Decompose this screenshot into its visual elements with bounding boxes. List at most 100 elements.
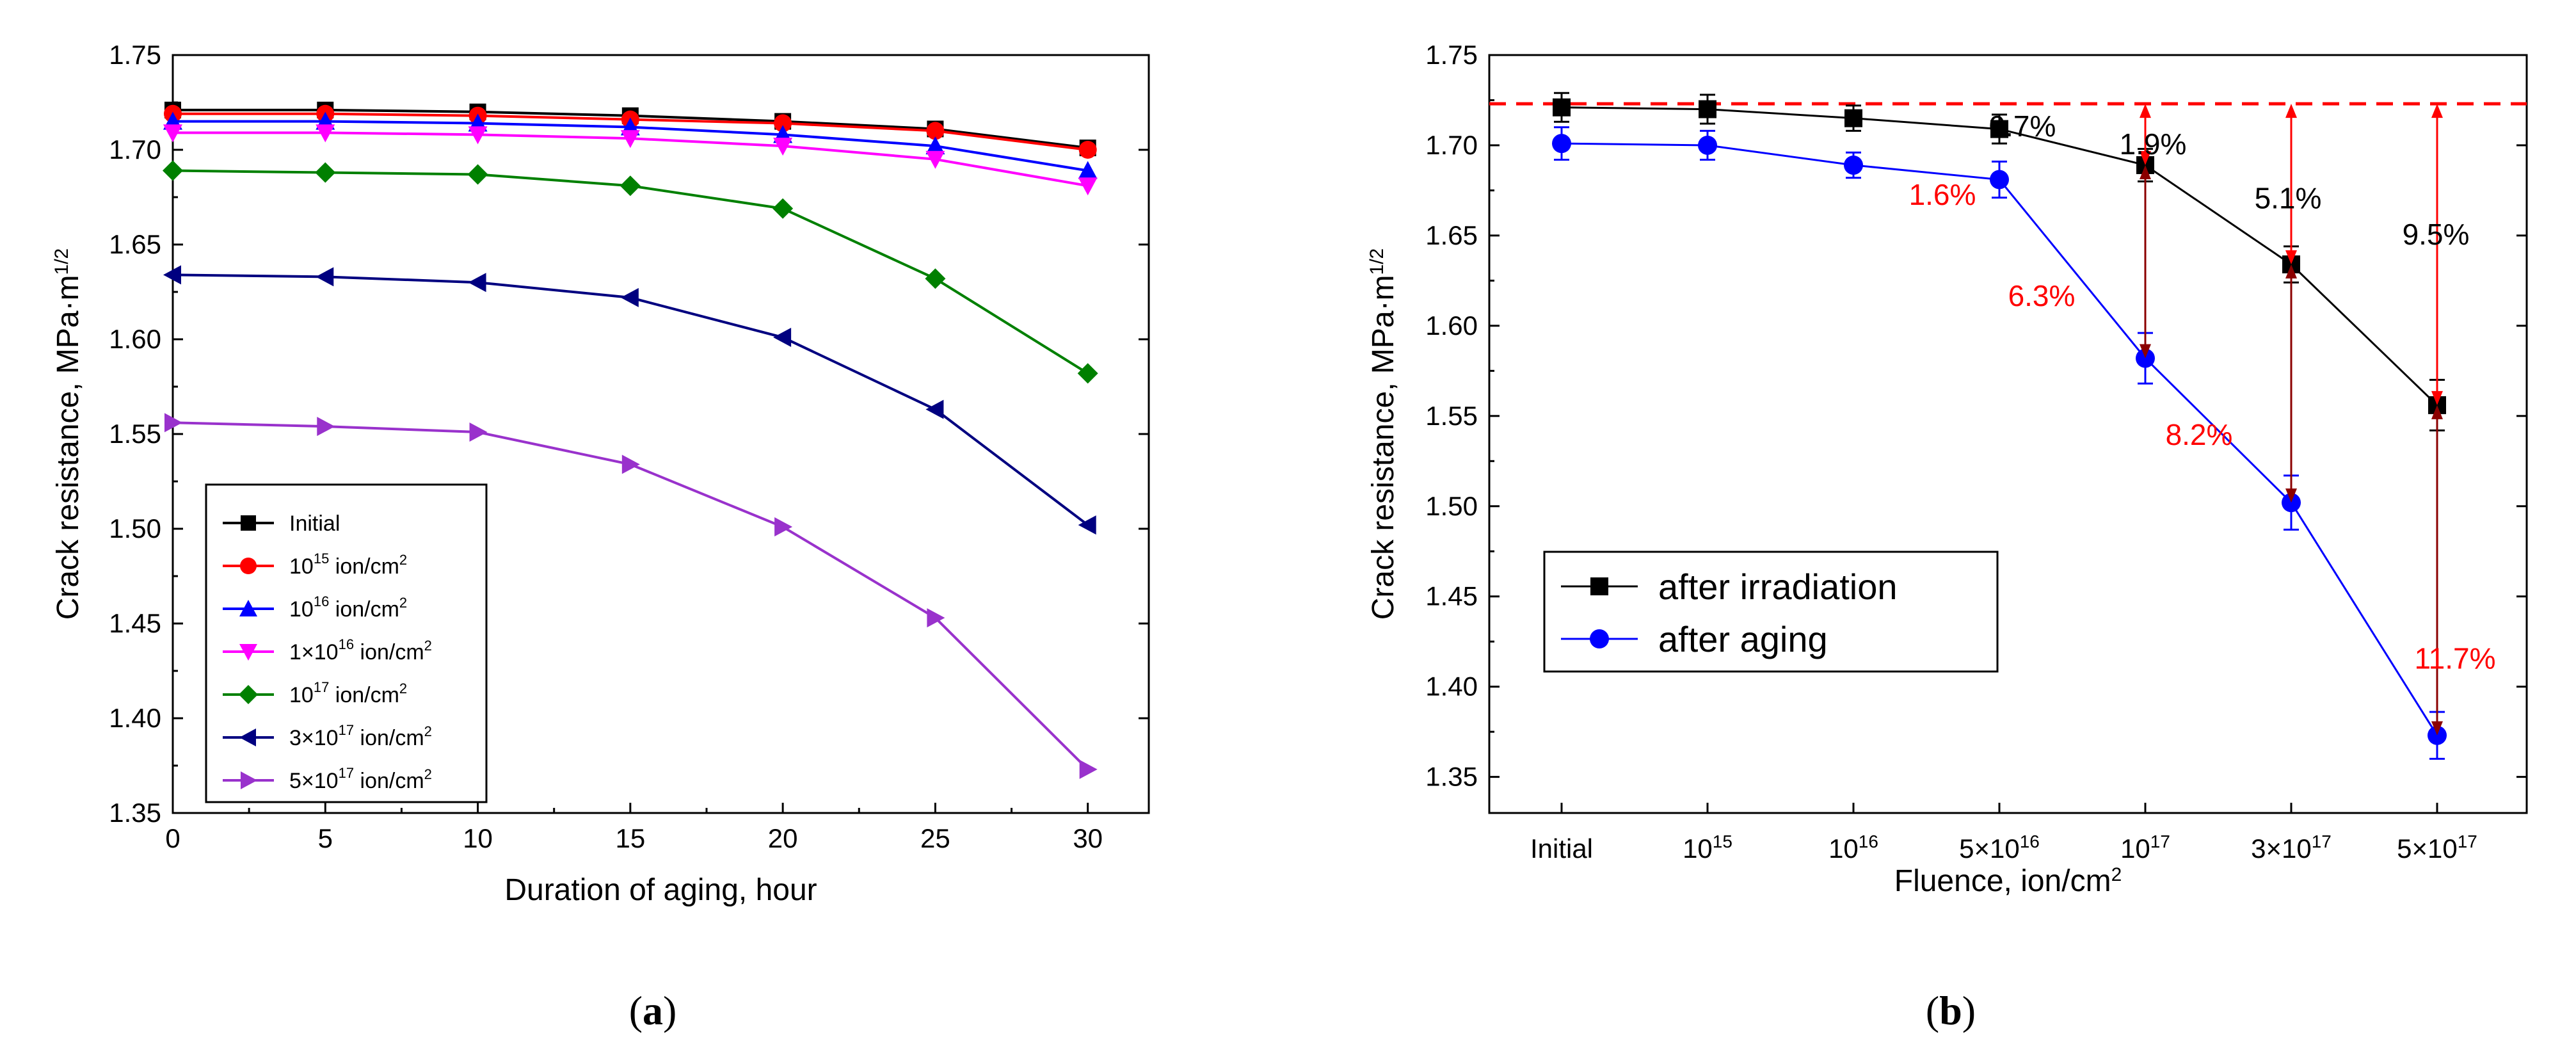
data-point-a-4 — [925, 268, 946, 289]
data-point-a-6 — [774, 517, 793, 537]
data-point-a-5 — [620, 287, 639, 307]
y-tick-label-b: 1.55 — [1425, 401, 1478, 431]
panel-label-a: (a) — [629, 988, 677, 1033]
data-point-a-6 — [927, 608, 945, 628]
x-tick-label-a: 10 — [463, 823, 493, 853]
y-tick-label-b: 1.35 — [1425, 762, 1478, 792]
legend-marker-b-0 — [1590, 577, 1608, 595]
x-tick-label-a: 30 — [1073, 823, 1103, 853]
x-tick-label-b: Initial — [1530, 833, 1593, 864]
legend-b — [1543, 551, 1999, 673]
y-tick-label-a: 1.55 — [109, 419, 161, 449]
data-point-b-1 — [1844, 155, 1863, 175]
legend-label-b-0: after irradiation — [1658, 567, 1898, 607]
data-point-a-4 — [467, 164, 488, 185]
y-tick-label-b: 1.50 — [1425, 491, 1478, 521]
arrow-ref-10e17-head-top — [2140, 104, 2151, 118]
x-tick-label-b: 5×1017 — [2397, 832, 2477, 864]
y-tick-label-a: 1.70 — [109, 134, 161, 165]
x-tick-label-b: 1015 — [1683, 832, 1732, 864]
y-axis-label-b: Crack resistance, MPa·m1/2 — [1366, 248, 1400, 620]
data-point-a-6 — [1079, 759, 1098, 779]
legend-marker-a-0 — [241, 515, 256, 531]
legend-marker-a-3 — [239, 644, 257, 661]
x-tick-label-b: 5×1016 — [1959, 832, 2040, 864]
data-point-a-4 — [163, 160, 183, 181]
arrow-aging-5x10e17-head-bottom — [2431, 721, 2443, 736]
arrow-ref-3x10e17-head-top — [2285, 104, 2297, 118]
legend-marker-a-6 — [241, 771, 257, 789]
arrow-aging-3x10e17-head-top — [2285, 264, 2297, 279]
legend-label-a-1: 1015 ion/cm2 — [289, 551, 407, 579]
data-point-a-5 — [1078, 515, 1096, 535]
legend-label-a-0: Initial — [289, 511, 340, 536]
legend-label-a-3: 1×1016 ion/cm2 — [289, 636, 432, 664]
y-tick-label-b: 1.65 — [1425, 220, 1478, 250]
data-point-a-5 — [925, 399, 944, 419]
annotation-1: 1.9% — [2120, 127, 2187, 161]
arrow-aging-10e17-head-bottom — [2140, 344, 2151, 358]
data-point-a-5 — [163, 265, 181, 285]
arrow-aging-3x10e17-head-bottom — [2285, 488, 2297, 503]
chart-panel-a: 1.35 1.40 1.45 1.50 1.55 1.60 1.65 1.70 1.75 0 5 10… — [51, 40, 1150, 907]
y-tick-label-a: 1.65 — [109, 229, 161, 259]
y-tick-label-b: 1.40 — [1425, 672, 1478, 702]
annotation-4: 1.6% — [1909, 178, 1976, 211]
y-tick-label-a: 1.75 — [109, 40, 161, 70]
y-tick-label-b: 1.75 — [1425, 40, 1478, 70]
data-point-a-5 — [316, 267, 334, 287]
data-point-a-6 — [317, 417, 335, 437]
data-point-a-3 — [773, 138, 793, 156]
legend-label-a-6: 5×1017 ion/cm2 — [289, 765, 432, 793]
data-point-a-1 — [1078, 141, 1097, 159]
x-axis-label-a: Duration of aging, hour — [504, 873, 817, 907]
arrow-aging-5x10e17-head-top — [2431, 405, 2443, 419]
y-tick-label-a: 1.50 — [109, 513, 161, 543]
legend-label-a-2: 1016 ion/cm2 — [289, 593, 407, 622]
x-tick-label-b: 1017 — [2120, 832, 2170, 864]
data-point-b-0 — [1699, 100, 1716, 118]
x-tick-label-a: 5 — [318, 823, 333, 853]
legend-label-a-4: 1017 ion/cm2 — [289, 679, 407, 707]
data-point-a-6 — [469, 422, 488, 442]
data-point-a-3 — [620, 130, 640, 149]
y-tick-label-a: 1.35 — [109, 798, 161, 828]
legend-a — [205, 483, 488, 803]
x-tick-label-b: 3×1017 — [2251, 832, 2332, 864]
y-tick-label-b: 1.70 — [1425, 130, 1478, 160]
data-point-a-3 — [163, 124, 182, 143]
data-point-a-1 — [774, 114, 792, 133]
data-point-a-3 — [1078, 177, 1098, 196]
data-point-a-3 — [925, 150, 945, 169]
arrow-aging-10e17-head-top — [2140, 165, 2151, 179]
data-point-b-0 — [1553, 98, 1571, 117]
arrow-ref-5x10e17-head-top — [2431, 104, 2443, 118]
data-point-a-6 — [621, 455, 640, 474]
x-tick-label-a: 25 — [920, 823, 950, 853]
x-tick-label-a: 15 — [615, 823, 645, 853]
arrow-ref-5x10e17-head-bottom — [2431, 390, 2443, 405]
y-tick-label-a: 1.60 — [109, 324, 161, 354]
annotation-2: 5.1% — [2255, 182, 2322, 215]
data-point-a-2 — [925, 136, 945, 155]
annotation-0: 0.7% — [1989, 109, 2056, 143]
data-point-b-1 — [1552, 134, 1571, 154]
series-line-a-4 — [172, 169, 1089, 374]
y-tick-label-a: 1.40 — [109, 703, 161, 733]
data-point-a-5 — [773, 328, 792, 348]
legend-label-a-5: 3×1017 ion/cm2 — [289, 722, 432, 750]
data-point-a-4 — [1077, 363, 1098, 384]
data-point-a-5 — [468, 273, 486, 293]
x-tick-label-a: 20 — [768, 823, 798, 853]
series-line-b-0 — [1561, 106, 2438, 406]
panel-label-b: (b) — [1926, 988, 1976, 1033]
annotation-3: 9.5% — [2403, 218, 2470, 251]
legend-marker-a-5 — [239, 728, 256, 746]
arrow-ref-3x10e17-head-bottom — [2285, 250, 2297, 265]
x-axis-label-b: Fluence, ion/cm2 — [1894, 864, 2122, 898]
data-point-b-1 — [1990, 170, 2009, 189]
data-point-b-0 — [1990, 120, 2008, 138]
arrow-ref-10e17-head-bottom — [2140, 150, 2151, 165]
data-point-a-1 — [926, 122, 945, 140]
